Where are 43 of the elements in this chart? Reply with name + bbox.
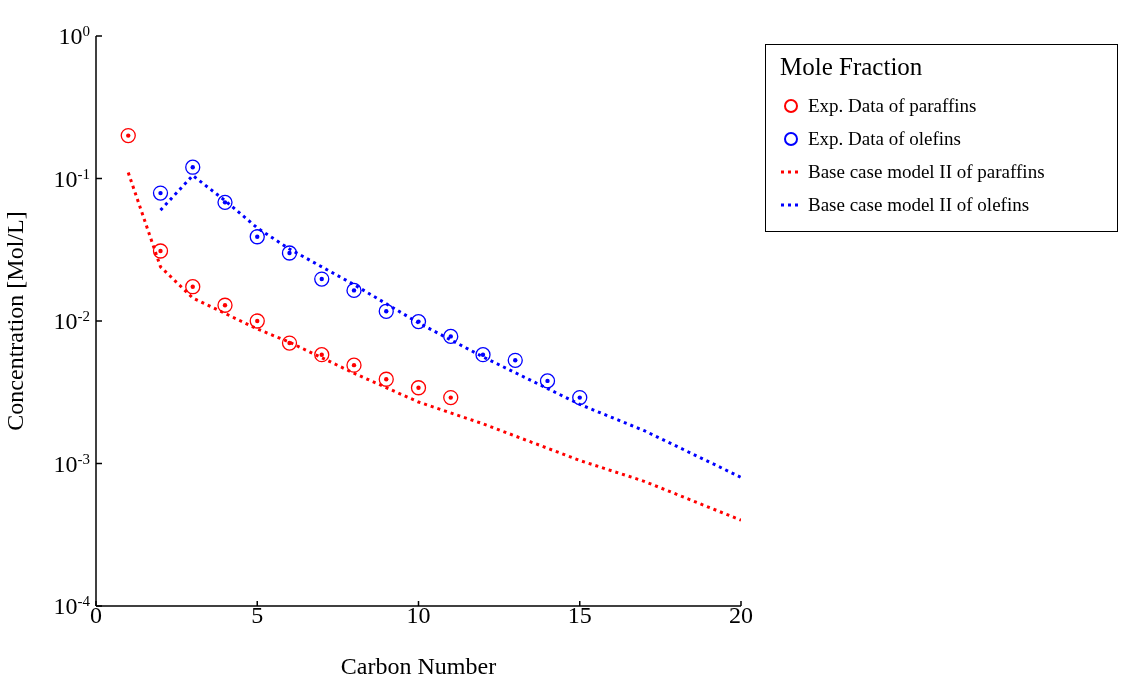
legend-label: Base case model II of paraffins [808,160,1045,183]
legend-title: Mole Fraction [780,53,924,81]
x-tick-label: 0 [90,602,102,628]
point [539,373,556,389]
x-axis-title: Carbon Number [340,653,497,674]
y-tick-label: 10$^{-3}$ [53,450,90,477]
point [185,279,201,295]
legend-label: Exp. Data of paraffins [808,94,977,117]
point [443,328,459,345]
line-series [126,171,741,522]
point [572,389,588,406]
y-tick-label: 10$^{-2}$ [53,308,90,334]
y-tick-label: 10$^{-4}$ [53,593,91,619]
point [249,229,265,245]
point [249,313,265,329]
point [314,271,330,287]
point [217,194,233,211]
legend-label: Base case model II of olefins [808,193,1030,216]
point [346,282,362,299]
point [410,313,427,330]
point [378,303,394,319]
y-tick-label: 10$^{-1}$ [53,165,90,192]
x-tick-label: 5 [251,602,264,628]
point [152,185,169,201]
x-tick-label: 15 [567,602,592,628]
point [507,352,523,368]
point [475,347,491,363]
y-axis-title: Concentration [Mol/L] [1,211,28,431]
x-tick-label: 10 [406,602,431,628]
point [378,371,394,387]
point [410,380,427,396]
point [185,159,201,175]
x-tick-label: 20 [729,602,753,628]
point [346,357,362,373]
point [443,389,459,406]
point [217,297,233,313]
point [314,347,330,363]
point [281,335,298,351]
point [152,243,169,259]
point [120,127,136,144]
point [281,245,298,261]
legend-label: Exp. Data of olefins [808,127,962,150]
y-tick-label: 10$^{0}$ [58,23,90,49]
